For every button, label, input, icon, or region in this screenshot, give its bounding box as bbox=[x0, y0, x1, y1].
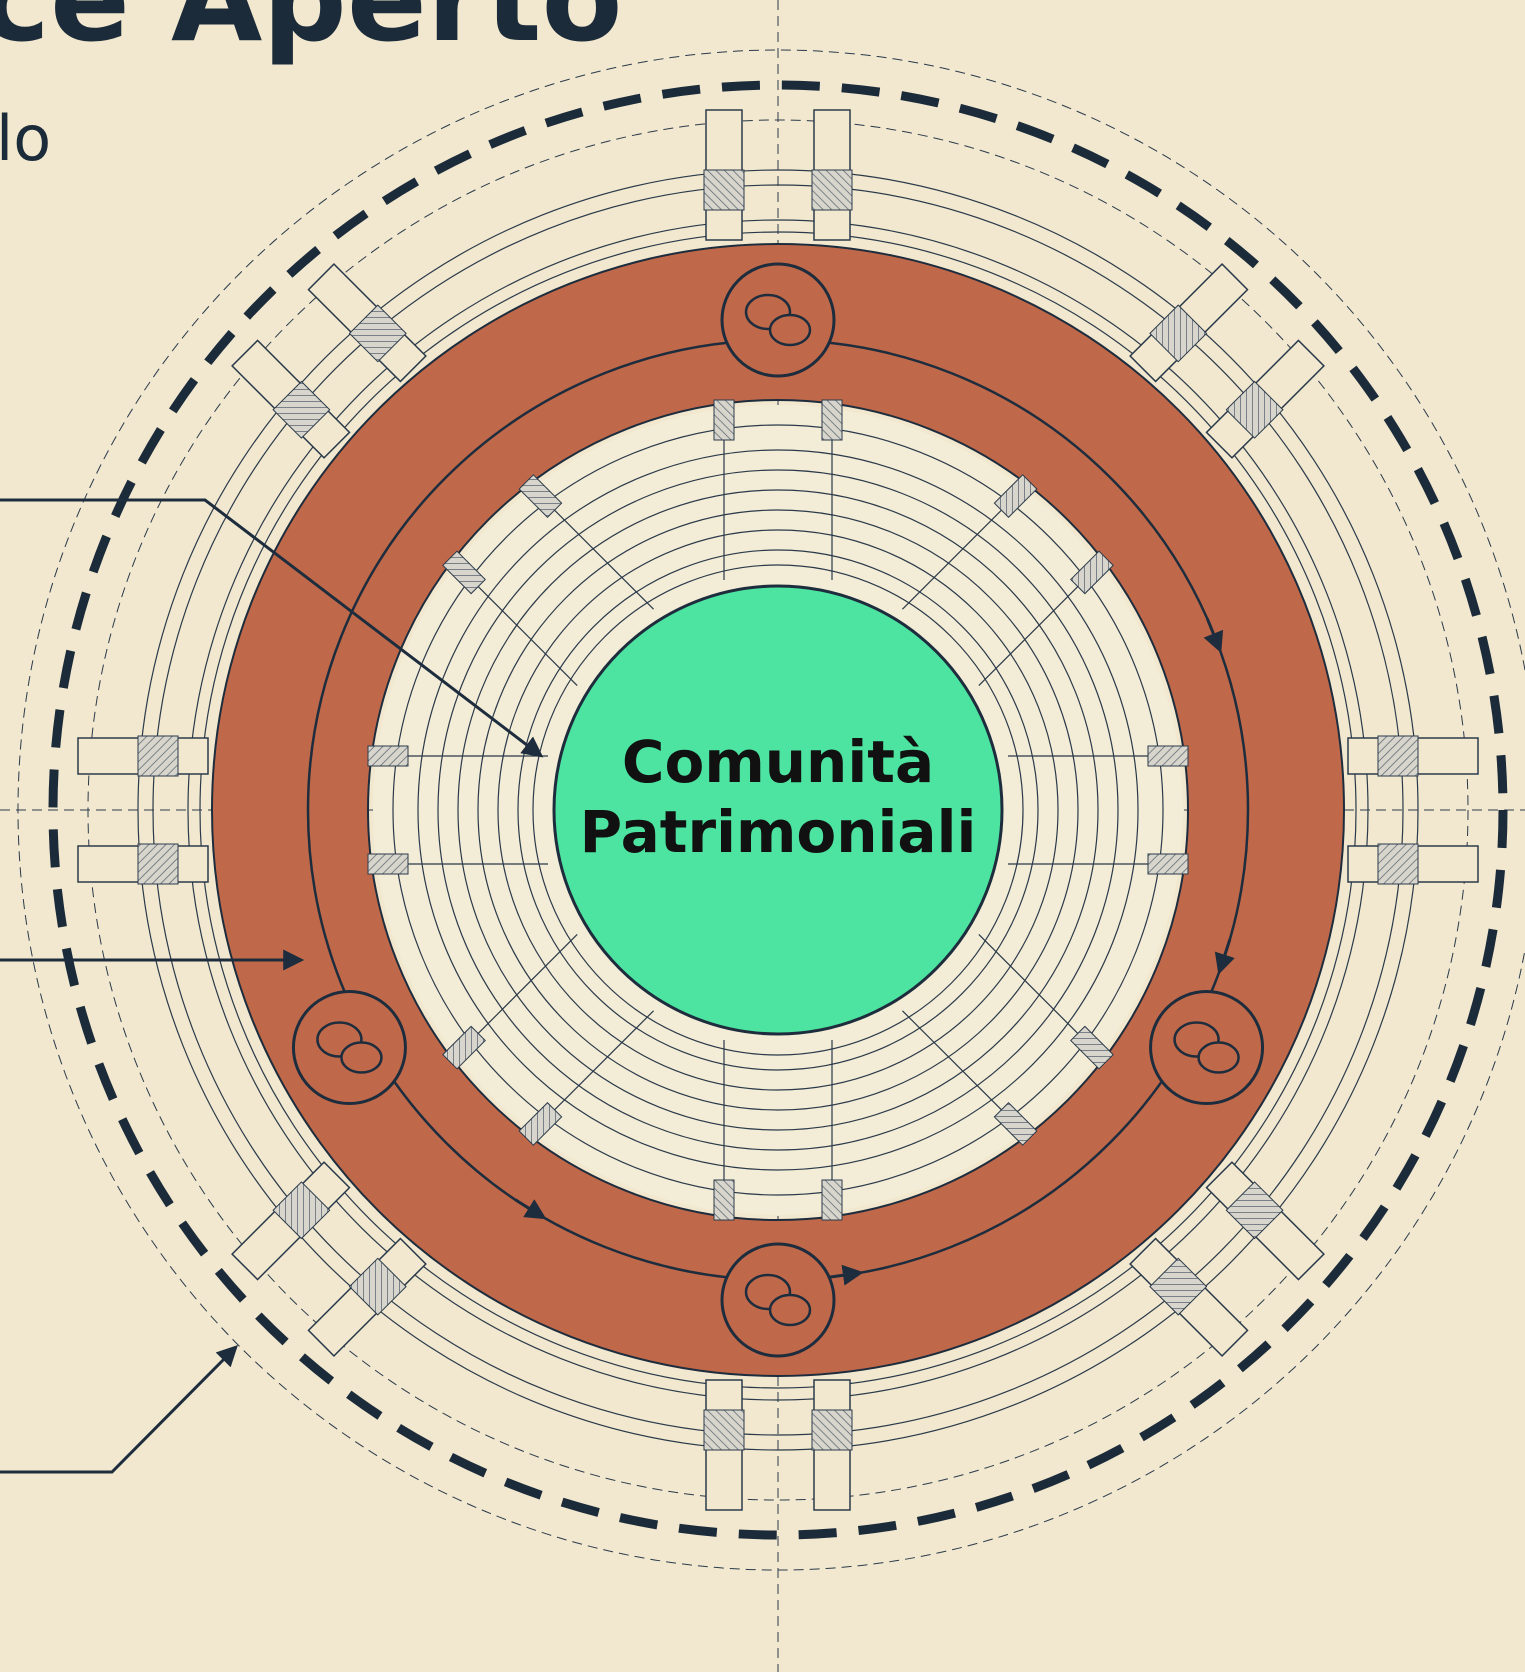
pier-block bbox=[1148, 746, 1188, 766]
icon bbox=[722, 1244, 834, 1356]
pier-block bbox=[714, 1180, 734, 1220]
page: {"header": {"title": "ce Aperto", "subti… bbox=[0, 0, 1525, 1672]
pier-block bbox=[704, 170, 744, 210]
icon bbox=[1151, 992, 1263, 1104]
pier-block bbox=[822, 400, 842, 440]
pier-block bbox=[1378, 736, 1418, 776]
pier-block bbox=[1148, 854, 1188, 874]
center-label: Comunità bbox=[622, 728, 934, 796]
pier-block bbox=[714, 400, 734, 440]
pier-block bbox=[138, 736, 178, 776]
center-label: Patrimoniali bbox=[580, 798, 977, 866]
title: ce Aperto bbox=[0, 0, 623, 68]
bubble bbox=[1199, 1043, 1239, 1073]
pier-block bbox=[368, 854, 408, 874]
pier-block bbox=[812, 170, 852, 210]
pier-block bbox=[704, 1410, 744, 1450]
bubble bbox=[341, 1043, 381, 1073]
pier-block bbox=[812, 1410, 852, 1450]
pier-block bbox=[138, 844, 178, 884]
bubble bbox=[770, 1295, 810, 1325]
pier-block bbox=[368, 746, 408, 766]
pier-block bbox=[822, 1180, 842, 1220]
pier-block bbox=[1378, 844, 1418, 884]
subtitle: lo bbox=[0, 102, 51, 175]
bubble bbox=[770, 315, 810, 345]
icon bbox=[293, 992, 405, 1104]
diagram: ce Aperto lo Comunità Patrimoniali bbox=[0, 0, 1525, 1672]
icon bbox=[722, 264, 834, 376]
